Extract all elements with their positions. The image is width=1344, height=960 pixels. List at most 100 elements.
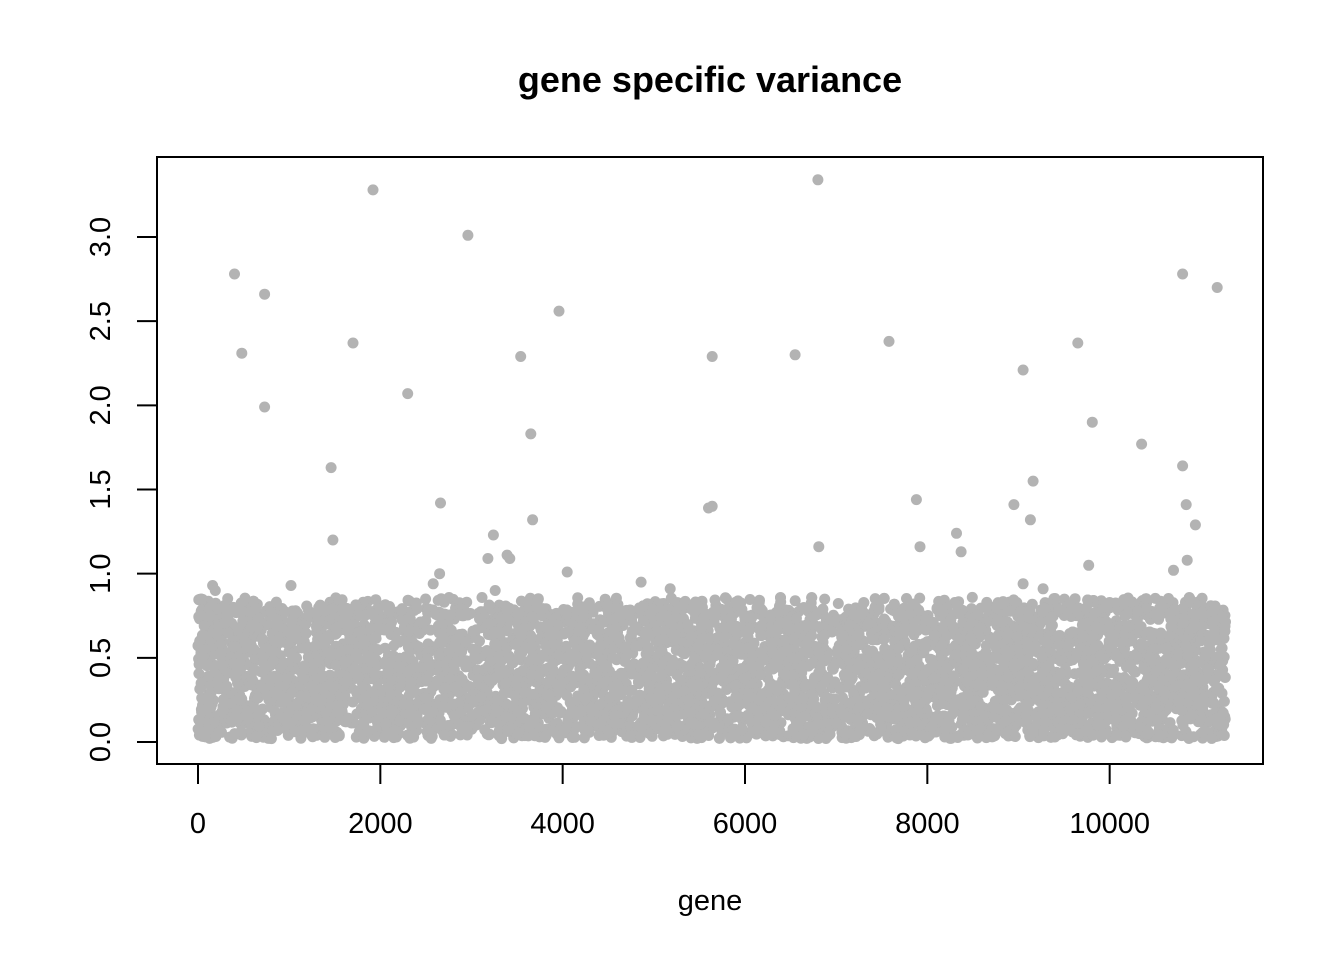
data-point [1110,597,1122,609]
data-point [919,642,931,654]
data-point [952,730,964,742]
data-point [509,690,521,702]
data-point [698,651,710,663]
data-point [819,593,831,605]
data-point [878,634,890,645]
data-point [512,728,524,740]
data-point [202,670,214,682]
data-point [515,595,527,607]
data-point [832,598,844,609]
data-point [893,668,905,680]
data-point [867,645,879,657]
data-point [1025,728,1037,740]
data-point [1078,658,1089,670]
data-point [196,706,208,718]
data-point [827,663,839,675]
data-point [202,659,214,671]
data-point [981,596,993,608]
data-point [789,595,801,607]
data-point [252,709,264,721]
data-point [1027,658,1039,669]
data-point [593,730,605,741]
data-point [1218,730,1230,741]
data-point [1218,695,1230,707]
data-point [278,657,289,669]
data-point [470,624,482,636]
data-point [764,663,776,675]
data-point [395,681,406,693]
data-point [992,597,1004,609]
data-point [719,592,731,604]
data-point [194,683,206,695]
data-point [333,594,344,606]
data-point [779,669,791,680]
data-point [222,593,234,605]
data-points [192,174,1231,745]
data-point [755,603,767,615]
data-point [1135,621,1147,632]
data-point [270,596,282,608]
data-point [1110,650,1122,662]
data-point [1131,650,1143,662]
data-point [279,606,291,618]
data-point [766,727,778,739]
data-point [799,680,811,692]
data-point [1100,728,1112,740]
data-point [1196,620,1208,632]
data-point [709,594,721,606]
data-point [1068,715,1080,727]
data-point [939,731,951,743]
data-point [483,599,495,611]
data-point [319,731,331,743]
data-point [744,594,756,605]
data-point [1022,697,1034,708]
data-point [1082,684,1094,696]
data-point [306,729,318,741]
data-point [891,732,903,744]
data-point [1011,597,1023,608]
data-point [657,730,669,742]
data-point [383,604,395,616]
data-point [966,591,978,603]
data-point [729,680,741,692]
data-point [736,663,747,675]
data-point [742,709,753,721]
data-point [537,649,549,661]
data-point [1149,592,1161,604]
data-point [476,592,488,603]
data-point [1209,625,1221,636]
chart-title: gene specific variance [518,59,902,100]
data-point [198,620,210,632]
data-point [1039,636,1051,648]
data-point [414,628,425,639]
data-point [949,702,961,714]
data-point [232,622,244,634]
data-point [410,597,422,609]
data-point [1107,667,1119,679]
data-point [350,599,362,611]
data-point [815,682,826,694]
data-point [802,660,814,672]
data-point [422,713,434,725]
data-point [426,730,438,742]
data-point [193,723,205,735]
data-point [1122,621,1134,633]
data-point [331,648,343,660]
data-point [962,729,974,741]
data-point [1207,616,1219,628]
data-point [402,594,414,606]
data-point [301,600,313,612]
data-point [262,619,274,631]
data-point [572,592,584,604]
data-point [443,592,455,603]
data-point [198,644,210,656]
data-point [813,667,825,678]
data-point [291,652,302,664]
data-point [193,668,205,680]
data-point [708,717,720,729]
data-point [1035,616,1046,628]
data-point [1151,714,1163,726]
data-point [1216,642,1228,654]
data-point [420,593,432,605]
